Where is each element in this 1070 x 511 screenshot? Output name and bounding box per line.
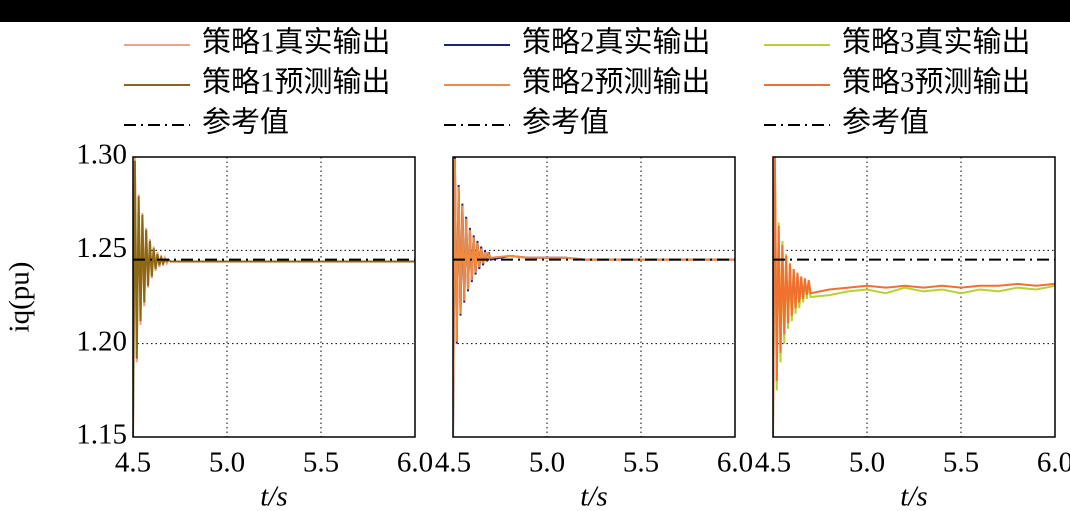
legend-label: 策略3预测输出 (842, 66, 1031, 99)
legend-label: 参考值 (522, 106, 609, 139)
plot-lines (773, 157, 1055, 437)
legend-label: 策略3真实输出 (842, 26, 1031, 59)
y-axis-label: iq(pu) (4, 262, 36, 333)
y-tick-label: 1.30 (76, 139, 127, 171)
legend-label: 策略1预测输出 (202, 66, 391, 99)
legend-label: 策略2真实输出 (522, 26, 711, 59)
plot-area (133, 157, 415, 437)
plot-lines (453, 157, 735, 437)
x-tick-label: 6.0 (717, 447, 753, 479)
plot-frame (452, 156, 736, 438)
plot-frame (772, 156, 1056, 438)
plot-frame (132, 156, 416, 438)
plot-area (453, 157, 735, 437)
x-tick-label: 5.0 (849, 447, 885, 479)
top-bar (0, 0, 1070, 22)
legend-label: 参考值 (842, 106, 929, 139)
x-axis-label: t/s (900, 481, 927, 511)
x-tick-label: 4.5 (755, 447, 791, 479)
legend-label: 策略2预测输出 (522, 66, 711, 99)
legend-label: 策略1真实输出 (202, 26, 391, 59)
x-tick-label: 6.0 (1037, 447, 1070, 479)
x-tick-label: 5.5 (943, 447, 979, 479)
x-tick-label: 6.0 (397, 447, 433, 479)
series-line (773, 157, 1055, 437)
y-tick-label: 1.20 (76, 325, 127, 357)
x-axis-label: t/s (260, 481, 287, 511)
x-tick-label: 4.5 (435, 447, 471, 479)
x-tick-label: 4.5 (115, 447, 151, 479)
x-tick-label: 5.5 (623, 447, 659, 479)
y-tick-label: 1.25 (76, 232, 127, 264)
plot-lines (133, 157, 415, 437)
y-tick-label: 1.15 (76, 419, 127, 451)
legend-label: 参考值 (202, 106, 289, 139)
x-axis-label: t/s (580, 481, 607, 511)
x-tick-label: 5.0 (529, 447, 565, 479)
x-tick-label: 5.0 (209, 447, 245, 479)
x-tick-label: 5.5 (303, 447, 339, 479)
